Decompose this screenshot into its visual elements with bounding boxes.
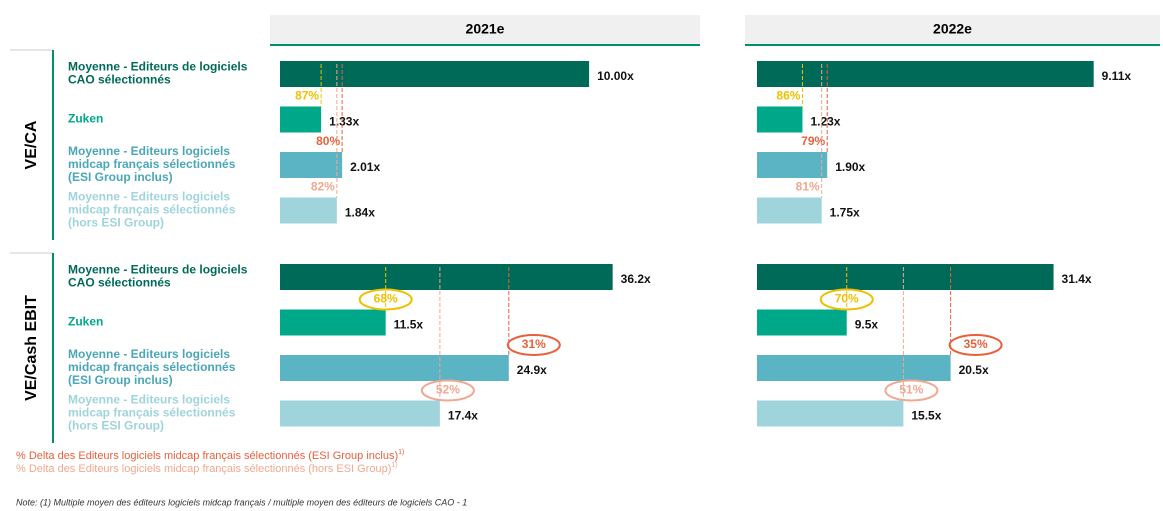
note: Note: (1) Multiple moyen des éditeurs lo… [16,497,467,507]
value-label: 9.11x [1102,69,1132,83]
category-line: (hors ESI Group) [68,419,164,433]
legend-text: % Delta des Editeurs logiciels midcap fr… [16,463,391,475]
delta-label: 70% [835,292,859,306]
section-label: VE/Cash EBIT [23,295,40,401]
category-line: (hors ESI Group) [68,216,164,230]
bar [757,400,904,427]
category-line: Zuken [68,112,103,126]
bar [280,400,440,427]
bar [757,152,828,178]
legend-entry: % Delta des Editeurs logiciels midcap fr… [16,449,404,462]
bar [280,355,509,381]
bar [757,197,822,224]
delta-label: 51% [899,383,923,397]
bar [280,309,386,336]
category-line: CAO sélectionnés [68,276,171,290]
category-line: CAO sélectionnés [68,73,171,87]
category-label: Moyenne - Editeurs logiciels midcap franç… [68,190,236,230]
bar [280,106,322,133]
category-label: Moyenne - Editeurs de logiciels CAO sélec… [68,263,248,290]
category-label: Moyenne - Editeurs logiciels midcap franç… [68,144,236,184]
category-line: Moyenne - Editeurs logiciels [68,190,230,204]
bar [757,106,803,133]
category-label: Moyenne - Editeurs de logiciels CAO sélec… [68,60,248,87]
value-label: 1.90x [835,160,865,174]
bar [280,197,337,224]
category-label: Zuken [68,112,103,126]
delta-label: 80% [316,134,340,148]
category-line: Moyenne - Editeurs logiciels [68,144,230,158]
column-title: 2022e [933,21,972,37]
value-label: 20.5x [959,363,989,377]
delta-circle [948,334,1003,356]
category-line: Moyenne - Editeurs logiciels [68,393,230,407]
category-line: midcap français sélectionnés [68,360,236,374]
legend-entry: % Delta des Editeurs logiciels midcap fr… [16,462,398,475]
delta-label: 82% [311,180,335,194]
bar [757,355,951,381]
column-header [270,15,700,45]
value-label: 15.5x [911,409,941,423]
delta-label: 81% [796,180,820,194]
bar [280,61,590,87]
delta-label: 31% [522,337,546,351]
category-line: midcap français sélectionnés [68,157,236,171]
value-label: 36.2x [621,272,651,286]
value-label: 2.01x [350,160,380,174]
value-label: 1.84x [345,206,375,220]
delta-circle [819,288,874,311]
value-label: 1.23x [810,115,840,129]
delta-circle [506,334,561,356]
category-line: midcap français sélectionnés [68,406,236,420]
category-line: Moyenne - Editeurs de logiciels [68,263,248,277]
category-label: Zuken [68,315,103,329]
legend-sup: 1) [391,462,397,469]
bar [757,61,1094,87]
value-label: 24.9x [517,363,547,377]
category-line: (ESI Group inclus) [68,170,173,184]
legend-text: % Delta des Editeurs logiciels midcap fr… [16,450,398,462]
delta-label: 87% [295,89,319,103]
delta-circle [420,379,475,402]
delta-label: 79% [801,134,825,148]
category-line: (ESI Group inclus) [68,373,173,387]
delta-circle [358,288,413,311]
legend-sup: 1) [398,449,404,456]
column-title: 2021e [466,21,505,37]
category-label: Moyenne - Editeurs logiciels midcap franç… [68,347,236,387]
column-header [745,15,1160,45]
delta-label: 86% [776,89,800,103]
delta-label: 68% [374,292,398,306]
value-label: 11.5x [394,318,424,332]
bar [757,264,1054,290]
category-line: Zuken [68,315,103,329]
value-label: 31.4x [1062,272,1092,286]
delta-label: 35% [964,337,988,351]
bar [757,309,847,336]
delta-circle [884,379,939,402]
value-label: 9.5x [855,318,879,332]
delta-label: 52% [436,383,460,397]
bar [280,152,343,178]
section-label: VE/CA [23,120,40,169]
bar [280,264,613,290]
value-label: 10.00x [597,69,634,83]
value-label: 17.4x [448,409,478,423]
category-line: Moyenne - Editeurs logiciels [68,347,230,361]
value-label: 1.33x [329,115,359,129]
category-line: Moyenne - Editeurs de logiciels [68,60,248,74]
category-label: Moyenne - Editeurs logiciels midcap franç… [68,393,236,433]
value-label: 1.75x [830,206,860,220]
category-line: midcap français sélectionnés [68,203,236,217]
